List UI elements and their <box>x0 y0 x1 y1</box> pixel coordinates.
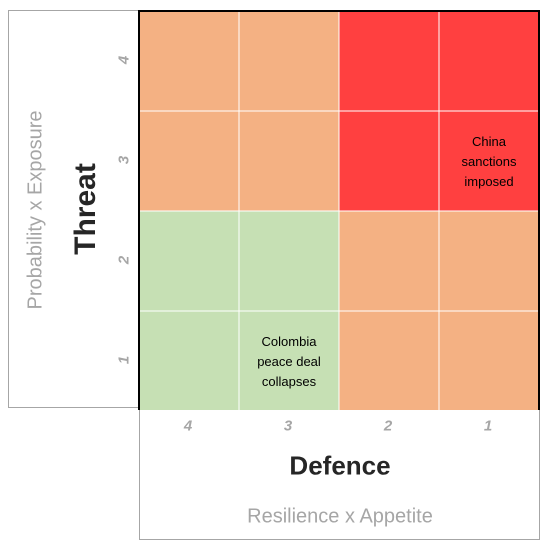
grid-cell-r4-c3 <box>338 310 440 410</box>
x-axis-panel <box>139 410 540 540</box>
grid-border <box>138 10 540 410</box>
y-tick-2: 2 <box>115 255 133 265</box>
risk-annotation-line: Colombia <box>262 334 318 349</box>
grid-cell-r3-c2 <box>238 210 340 312</box>
y-tick-1: 1 <box>115 355 133 365</box>
risk-annotation-line: peace deal <box>257 354 321 369</box>
x-tick-4: 4 <box>183 417 193 435</box>
risk-matrix-grid: China sanctions imposed Colombia peace deal c… <box>138 10 540 410</box>
y-axis-subtitle: Probability x Exposure <box>24 110 47 310</box>
grid-cell-r4-c2 <box>238 310 340 410</box>
risk-annotation-line: sanctions <box>462 154 517 169</box>
grid-cell-r2-c1 <box>138 110 240 212</box>
x-axis-title: Defence <box>289 450 391 481</box>
y-tick-4: 4 <box>115 55 133 65</box>
grid-cell-r3-c3 <box>338 210 440 312</box>
grid-cell-r1-c2 <box>238 10 340 112</box>
grid-cell-r1-c4 <box>438 10 540 112</box>
x-tick-2: 2 <box>383 417 393 435</box>
x-axis-subtitle: Resilience x Appetite <box>247 505 433 528</box>
grid-cell-r4-c4 <box>438 310 540 410</box>
grid-cell-r2-c2 <box>238 110 340 212</box>
y-tick-3: 3 <box>115 155 133 165</box>
x-tick-3: 3 <box>283 417 293 435</box>
grid-cell-r3-c4 <box>438 210 540 312</box>
grid-cell-r1-c3 <box>338 10 440 112</box>
y-axis-title: Threat <box>69 163 102 255</box>
risk-annotation-line: imposed <box>464 174 513 189</box>
grid-cell-r3-c1 <box>138 210 240 312</box>
risk-annotation: China sanctions imposed <box>462 134 517 189</box>
risk-annotation: Colombia peace deal collapses <box>257 334 321 389</box>
grid-cell-r1-c1 <box>138 10 240 112</box>
x-tick-1: 1 <box>483 417 493 435</box>
grid-cell-r4-c1 <box>138 310 240 410</box>
grid-cell-r2-c4 <box>438 110 540 212</box>
risk-annotation-line: China <box>472 134 507 149</box>
y-axis-panel <box>8 10 138 408</box>
grid-cell-r2-c3 <box>338 110 440 212</box>
risk-annotation-line: collapses <box>262 374 317 389</box>
